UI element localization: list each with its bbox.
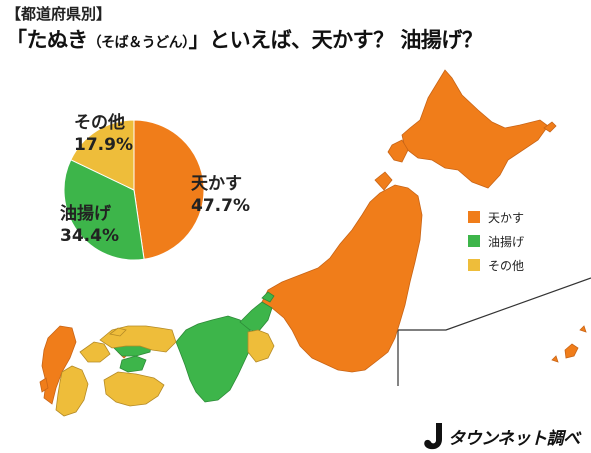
region-other (55, 325, 275, 417)
legend: 天かす 油揚げ その他 (468, 205, 524, 277)
label-other: その他 17.9% (74, 112, 133, 156)
title-part1: 「たぬき (6, 28, 88, 52)
label-tenkasu-name: 天かす (191, 174, 242, 194)
pie-slice-aburaage (63, 159, 145, 261)
legend-label-tenkasu: 天かす (488, 210, 525, 225)
legend-item-aburaage: 油揚げ (468, 229, 524, 253)
brand-credit: タウンネット調べ (422, 421, 580, 451)
pie-slice-other (70, 119, 135, 191)
legend-item-other: その他 (468, 253, 524, 277)
legend-label-aburaage: 油揚げ (488, 234, 525, 249)
label-other-value: 17.9% (74, 135, 133, 155)
title-part2: 」といえば、天かす？ 油揚げ？ (188, 28, 483, 52)
label-aburaage: 油揚げ 34.4% (60, 203, 119, 247)
legend-swatch-tenkasu (468, 211, 480, 223)
inset-frame (397, 277, 591, 386)
legend-label-other: その他 (488, 258, 525, 273)
region-tenkasu (39, 69, 587, 405)
label-tenkasu: 天かす 47.7% (191, 173, 250, 217)
legend-swatch-other (468, 259, 480, 271)
chart-title: 「たぬき（そば＆うどん）」といえば、天かす？ 油揚げ？ (6, 24, 483, 54)
j-logo-icon (424, 423, 442, 450)
title-small: （そば＆うどん） (87, 35, 190, 51)
label-aburaage-value: 34.4% (60, 226, 119, 246)
legend-item-tenkasu: 天かす (468, 205, 524, 229)
pie-slice-tenkasu (133, 119, 205, 260)
legend-swatch-aburaage (468, 235, 480, 247)
label-other-name: その他 (74, 113, 125, 133)
label-aburaage-name: 油揚げ (60, 204, 111, 224)
category-heading: 【都道府県別】 (6, 5, 112, 23)
label-tenkasu-value: 47.7% (191, 196, 250, 216)
brand-name: タウンネット調べ (448, 428, 580, 449)
